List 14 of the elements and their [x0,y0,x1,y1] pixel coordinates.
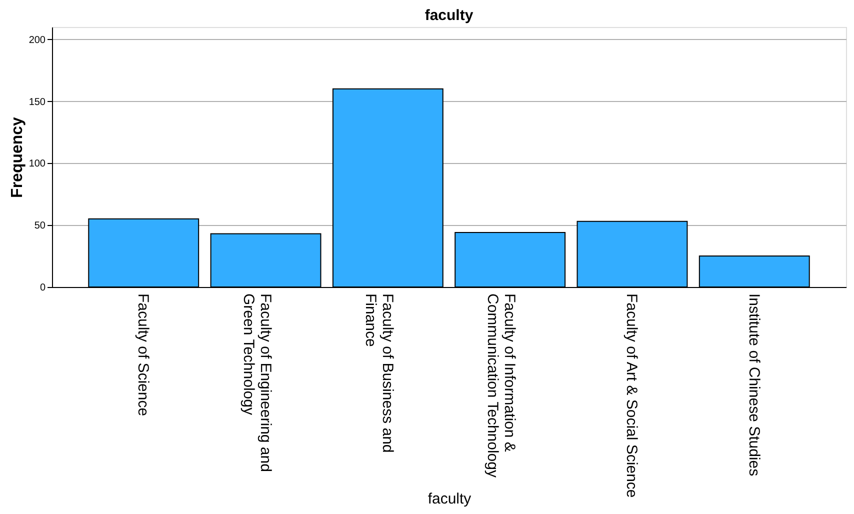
y-tick-label: 100 [28,158,46,170]
x-tick-label: Institute of Chinese Studies [745,294,762,476]
x-axis-title: faculty [428,490,472,508]
x-tick-label: Faculty of Business and Finance [362,294,396,453]
y-tick-label: 0 [40,282,46,294]
chart-title: faculty [424,7,474,24]
x-tick-label: Faculty of Science [134,294,152,416]
y-tick-label: 200 [28,34,46,46]
y-tick-label: 50 [34,220,46,232]
x-tick-label: Faculty of Engineering and Green Technology [240,294,274,472]
x-tick-label: Faculty of Art & Social Science [623,294,640,498]
y-tick-label: 150 [28,96,46,108]
y-axis-title: Frequency [8,116,26,198]
x-tick-label: Faculty of Information & Communication Technology [484,294,518,478]
